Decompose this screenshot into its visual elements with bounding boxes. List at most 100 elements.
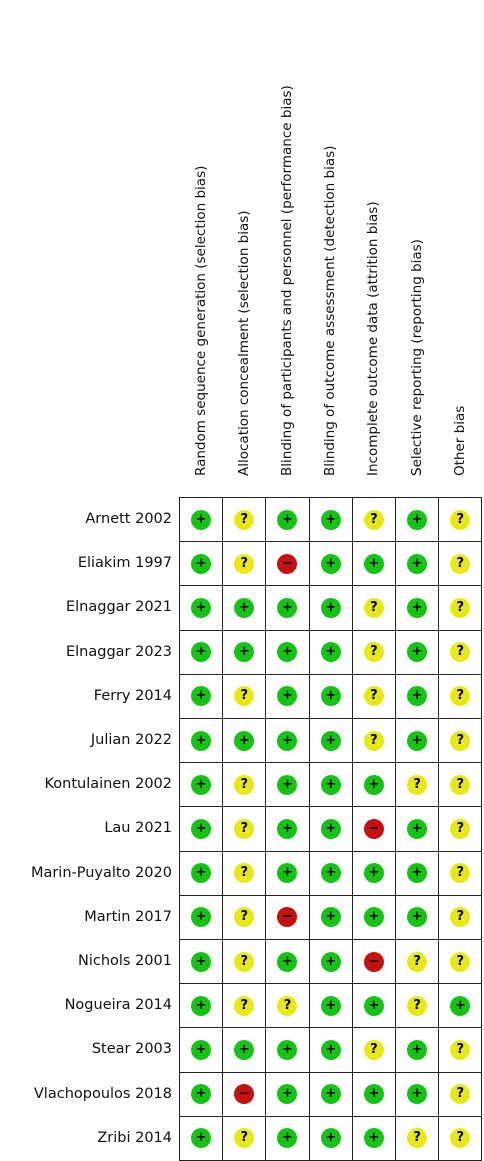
rob-cell: ? [395, 1115, 440, 1161]
rob-cell: ? [395, 983, 440, 1029]
rob-cell: + [308, 939, 353, 985]
rob-unclear-marker: ? [277, 995, 298, 1016]
rob-cell: + [395, 850, 440, 896]
rob-low-marker: + [277, 686, 298, 707]
rob-low-marker: + [320, 863, 341, 884]
rob-low-marker: + [320, 1084, 341, 1105]
rob-low-marker: + [407, 686, 428, 707]
rob-cell: + [179, 983, 224, 1029]
rob-high-marker: − [363, 951, 384, 972]
rob-low-marker: + [407, 642, 428, 663]
rob-cell: + [351, 983, 396, 1029]
rob-unclear-marker: ? [450, 730, 471, 751]
rob-low-marker: + [320, 995, 341, 1016]
rob-high-marker: − [363, 818, 384, 839]
rob-cell: ? [222, 762, 267, 808]
rob-low-marker: + [320, 509, 341, 530]
rob-cell: ? [438, 806, 483, 852]
rob-cell: ? [351, 629, 396, 675]
rob-cell: + [308, 585, 353, 631]
study-label: Julian 2022 [90, 732, 172, 748]
domain-label: Random sequence generation (selection bi… [192, 165, 209, 476]
rob-cell: + [308, 806, 353, 852]
rob-cell: + [308, 762, 353, 808]
rob-cell: ? [395, 762, 440, 808]
rob-cell: + [308, 541, 353, 587]
domain-label: Blinding of outcome assessment (detectio… [322, 145, 339, 476]
rob-cell: ? [438, 850, 483, 896]
rob-unclear-marker: ? [363, 597, 384, 618]
rob-cell: + [179, 762, 224, 808]
rob-cell: ? [222, 983, 267, 1029]
rob-unclear-marker: ? [363, 509, 384, 530]
rob-cell: + [265, 673, 310, 719]
rob-cell: + [222, 718, 267, 764]
rob-cell: ? [438, 673, 483, 719]
rob-cell: ? [438, 497, 483, 543]
rob-cell: ? [222, 673, 267, 719]
domain-label: Blinding of participants and personnel (… [278, 85, 295, 476]
rob-cell: + [222, 629, 267, 675]
rob-low-marker: + [320, 642, 341, 663]
domain-label: Incomplete outcome data (attrition bias) [365, 201, 382, 476]
rob-low-marker: + [407, 1084, 428, 1105]
rob-high-marker: − [277, 907, 298, 928]
rob-unclear-marker: ? [234, 553, 255, 574]
rob-cell: + [351, 541, 396, 587]
rob-low-marker: + [320, 730, 341, 751]
rob-unclear-marker: ? [450, 1084, 471, 1105]
rob-cell: + [179, 894, 224, 940]
rob-low-marker: + [407, 730, 428, 751]
rob-unclear-marker: ? [450, 642, 471, 663]
rob-unclear-marker: ? [450, 553, 471, 574]
rob-low-marker: + [277, 1039, 298, 1060]
study-label: Eliakim 1997 [77, 555, 172, 572]
study-label: Martin 2017 [84, 908, 172, 925]
rob-low-marker: + [407, 907, 428, 928]
rob-cell: ? [265, 983, 310, 1029]
rob-low-marker: + [191, 730, 212, 751]
rob-unclear-marker: ? [234, 907, 255, 928]
rob-low-marker: + [363, 907, 384, 928]
rob-cell: + [395, 673, 440, 719]
rob-cell: + [179, 585, 224, 631]
rob-cell: ? [351, 497, 396, 543]
rob-cell: ? [438, 629, 483, 675]
study-label: Zribi 2014 [97, 1129, 172, 1146]
rob-cell: ? [222, 850, 267, 896]
rob-cell: ? [438, 718, 483, 764]
rob-unclear-marker: ? [450, 509, 471, 530]
rob-low-marker: + [450, 995, 471, 1016]
rob-cell: ? [438, 894, 483, 940]
rob-cell: + [308, 718, 353, 764]
study-label: Marin-Puyalto 2020 [30, 864, 172, 881]
rob-cell: + [265, 1071, 310, 1117]
rob-cell: + [395, 1027, 440, 1073]
rob-cell: + [179, 629, 224, 675]
rob-low-marker: + [191, 907, 212, 928]
rob-low-marker: + [191, 642, 212, 663]
rob-cell: ? [438, 939, 483, 985]
rob-low-marker: + [363, 995, 384, 1016]
rob-high-marker: − [234, 1084, 255, 1105]
rob-low-marker: + [320, 1128, 341, 1149]
rob-cell: − [265, 541, 310, 587]
rob-unclear-marker: ? [234, 818, 255, 839]
rob-cell: + [179, 1027, 224, 1073]
rob-cell: + [265, 585, 310, 631]
rob-cell: ? [438, 585, 483, 631]
rob-cell: + [351, 762, 396, 808]
domain-label: Allocation concealment (selection bias) [235, 210, 252, 476]
rob-cell: + [179, 541, 224, 587]
rob-unclear-marker: ? [407, 995, 428, 1016]
rob-low-marker: + [191, 509, 212, 530]
rob-cell: ? [222, 894, 267, 940]
rob-low-marker: + [191, 863, 212, 884]
rob-low-marker: + [277, 863, 298, 884]
rob-cell: ? [438, 762, 483, 808]
rob-cell: ? [438, 1115, 483, 1161]
rob-cell: + [265, 806, 310, 852]
rob-cell: + [438, 983, 483, 1029]
domain-label: Selective reporting (reporting bias) [408, 239, 425, 476]
study-label: Nichols 2001 [77, 953, 172, 969]
